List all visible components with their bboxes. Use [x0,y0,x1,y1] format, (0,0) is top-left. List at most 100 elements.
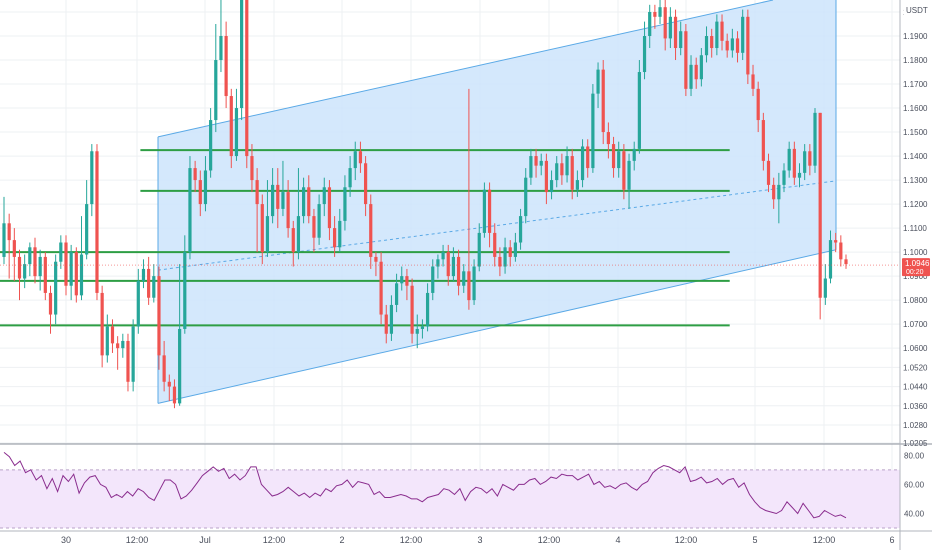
candle-body [327,187,332,229]
x-tick-label: 30 [61,535,71,545]
y-tick-label: 1.1900 [903,32,928,41]
rsi-panel: 80.00 60.00 40.00 [0,451,925,529]
y-tick-label: 1.0360 [903,402,928,411]
candle-body [374,256,378,262]
candle-body [663,7,667,39]
candle-body [487,189,492,233]
candle-body [746,16,750,75]
candle-body [555,163,559,181]
candle-body [839,242,843,260]
x-tick-label: 12:00 [126,535,149,545]
candle-body [105,326,109,356]
candle-body [265,216,270,253]
y-tick-label: 1.0440 [903,383,928,392]
candle-body [766,160,771,185]
candle-body [152,276,156,298]
y-tick-label: 1.1400 [903,152,928,161]
candle-body [116,343,120,349]
candle-body [121,340,125,349]
candle-body [591,93,595,169]
candle-body [162,355,166,382]
candle-body [126,340,130,382]
candle-body [668,16,672,39]
candle-body [586,146,590,169]
candle-body [446,252,450,277]
x-tick-label: 12:00 [263,535,286,545]
candle-body [43,256,47,293]
candle-body [7,223,11,241]
candle-body [74,252,78,296]
candle-body [730,38,734,51]
candle-body [792,148,796,178]
candle-body [79,254,84,296]
candle-body [48,292,53,315]
candle-body [17,256,22,279]
candle-body [503,247,507,267]
candle-body [353,151,357,169]
candle-body [38,256,42,277]
currency-label: USDT [904,4,928,16]
candle-body [28,247,32,265]
candle-body [611,144,616,169]
candle-body [508,247,512,257]
candle-body [601,69,605,133]
y-tick-label: 1.1500 [903,128,928,137]
candle-body [214,60,218,121]
candle-body [725,40,729,51]
x-tick-label: 12:00 [538,535,561,545]
candle-body [828,240,833,279]
candle-body [90,151,94,205]
candle-body [818,112,822,298]
candle-body [456,256,461,286]
x-tick-label: 4 [615,535,620,545]
candle-body [529,156,533,178]
y-tick-label: 1.1000 [903,248,928,257]
candle-body [400,276,404,284]
candle-body [735,38,740,53]
candle-body [64,242,68,286]
candle-body [741,16,745,53]
candle-body [632,148,636,161]
x-tick-label: 5 [752,535,757,545]
y-tick-label: 1.0700 [903,320,928,329]
candle-body [224,36,228,97]
horizontal-levels[interactable] [0,149,730,327]
candle-body [147,268,151,298]
candles [2,0,848,409]
candle-body [679,31,683,49]
candle-body [761,120,765,161]
x-tick-label: 3 [477,535,482,545]
rsi-band [0,469,900,528]
candle-body [188,168,192,253]
candle-body [358,151,363,164]
candle-body [524,177,528,217]
x-tick-label: 12:00 [675,535,698,545]
candle-body [565,156,569,176]
candle-body [384,314,388,334]
candle-body [777,184,781,200]
currency-text: USDT [906,6,928,15]
candle-body [183,252,187,329]
candle-body [33,247,37,277]
rsi-tick-label: 80.00 [904,451,925,460]
candle-body [405,276,409,286]
y-tick-label: 1.1700 [903,80,928,89]
countdown-text: 00:20 [906,269,924,276]
candle-body [157,276,161,356]
y-tick-label: 1.1300 [903,176,928,185]
regression-channel[interactable] [157,0,837,443]
candle-body [549,180,554,193]
last-price-text: 1.0946 [905,259,930,268]
y-tick-label: 1.1800 [903,56,928,65]
candle-body [704,36,709,56]
candle-body [54,261,58,315]
y-tick-label: 1.1200 [903,200,928,209]
candle-body [338,220,342,248]
candle-body [431,266,435,293]
candle-body [534,156,538,166]
candle-body [477,232,481,267]
candle-body [302,187,306,217]
candle-body [110,326,115,344]
